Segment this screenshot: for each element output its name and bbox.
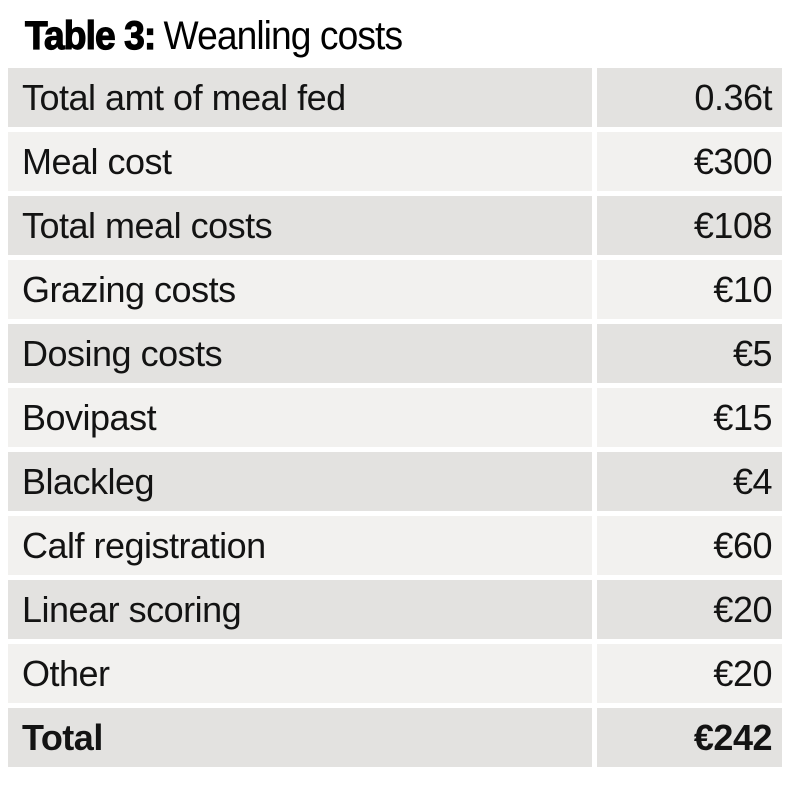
row-label: Bovipast	[8, 388, 592, 447]
table-row: Total €242	[8, 708, 782, 767]
row-label: Total meal costs	[8, 196, 592, 255]
row-label: Meal cost	[8, 132, 592, 191]
row-value: €20	[597, 580, 782, 639]
row-label: Grazing costs	[8, 260, 592, 319]
table-row: Calf registration €60	[8, 516, 782, 575]
row-value: €10	[597, 260, 782, 319]
cost-table: Total amt of meal fed 0.36t Meal cost €3…	[8, 68, 782, 767]
row-label: Total	[8, 708, 592, 767]
table-row: Blackleg €4	[8, 452, 782, 511]
table-title-text: Weanling costs	[163, 14, 403, 58]
row-value: €108	[597, 196, 782, 255]
table-row: Total amt of meal fed 0.36t	[8, 68, 782, 127]
row-label: Total amt of meal fed	[8, 68, 592, 127]
row-value: €4	[597, 452, 782, 511]
row-value: €242	[597, 708, 782, 767]
table-row: Dosing costs €5	[8, 324, 782, 383]
table-row: Bovipast €15	[8, 388, 782, 447]
table-title-number: Table 3:	[24, 13, 156, 58]
table-row: Total meal costs €108	[8, 196, 782, 255]
table-row: Meal cost €300	[8, 132, 782, 191]
row-value: €300	[597, 132, 782, 191]
row-label: Calf registration	[8, 516, 592, 575]
table-row: Grazing costs €10	[8, 260, 782, 319]
row-label: Linear scoring	[8, 580, 592, 639]
row-label: Other	[8, 644, 592, 703]
row-label: Blackleg	[8, 452, 592, 511]
table-title: Table 3: Weanling costs	[24, 12, 403, 60]
row-label: Dosing costs	[8, 324, 592, 383]
table-row: Other €20	[8, 644, 782, 703]
row-value: €60	[597, 516, 782, 575]
table-row: Linear scoring €20	[8, 580, 782, 639]
row-value: €20	[597, 644, 782, 703]
row-value: 0.36t	[597, 68, 782, 127]
row-value: €5	[597, 324, 782, 383]
row-value: €15	[597, 388, 782, 447]
